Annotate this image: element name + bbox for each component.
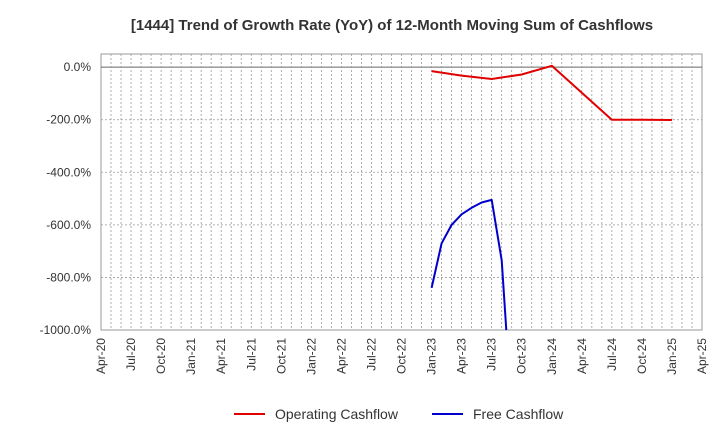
y-tick-label: -1000.0% (40, 323, 92, 337)
x-tick-label: Apr-23 (455, 338, 469, 374)
x-tick-label: Jan-21 (184, 338, 198, 375)
grid (101, 54, 702, 331)
x-tick-label: Oct-22 (395, 338, 409, 374)
x-tick-label: Apr-20 (94, 338, 108, 374)
x-tick-label: Jul-23 (485, 338, 499, 371)
y-tick-label: -800.0% (46, 270, 91, 284)
y-axis: 0.0% -200.0% -400.0% -600.0% -800.0% -1000.0% (40, 60, 92, 337)
x-tick-label: Jul-21 (244, 338, 258, 371)
series-line-free-cashflow (430, 198, 508, 331)
x-tick-label: Jan-25 (665, 338, 679, 375)
series-group (430, 64, 672, 331)
x-axis: Apr-20 Jul-20 Oct-20 Jan-21 Apr-21 Jul-21 Oct-… (94, 338, 709, 375)
y-tick-label: -200.0% (46, 113, 91, 127)
x-tick-label: Oct-24 (635, 338, 649, 374)
legend-label-operating-cashflow: Operating Cashflow (275, 406, 399, 422)
x-tick-label: Apr-25 (695, 338, 709, 374)
y-tick-label: 0.0% (64, 60, 92, 74)
x-tick-label: Jan-23 (425, 338, 439, 375)
x-tick-label: Oct-21 (274, 338, 288, 374)
x-tick-label: Jul-24 (605, 338, 619, 371)
series-line-operating-cashflow (431, 64, 672, 121)
legend-label-free-cashflow: Free Cashflow (473, 406, 564, 422)
x-tick-label: Apr-22 (334, 338, 348, 374)
x-tick-label: Jul-22 (364, 338, 378, 371)
x-tick-label: Jan-22 (304, 338, 318, 375)
legend: Operating Cashflow Free Cashflow (234, 406, 564, 422)
y-tick-label: -400.0% (46, 165, 91, 179)
y-tick-label: -600.0% (46, 218, 91, 232)
chart-title: [1444] Trend of Growth Rate (YoY) of 12-… (131, 17, 653, 34)
x-tick-label: Jul-20 (124, 338, 138, 371)
x-tick-label: Oct-20 (154, 338, 168, 374)
x-tick-label: Apr-21 (214, 338, 228, 374)
x-tick-label: Apr-24 (575, 338, 589, 374)
x-tick-label: Oct-23 (515, 338, 529, 374)
x-tick-label: Jan-24 (545, 338, 559, 375)
